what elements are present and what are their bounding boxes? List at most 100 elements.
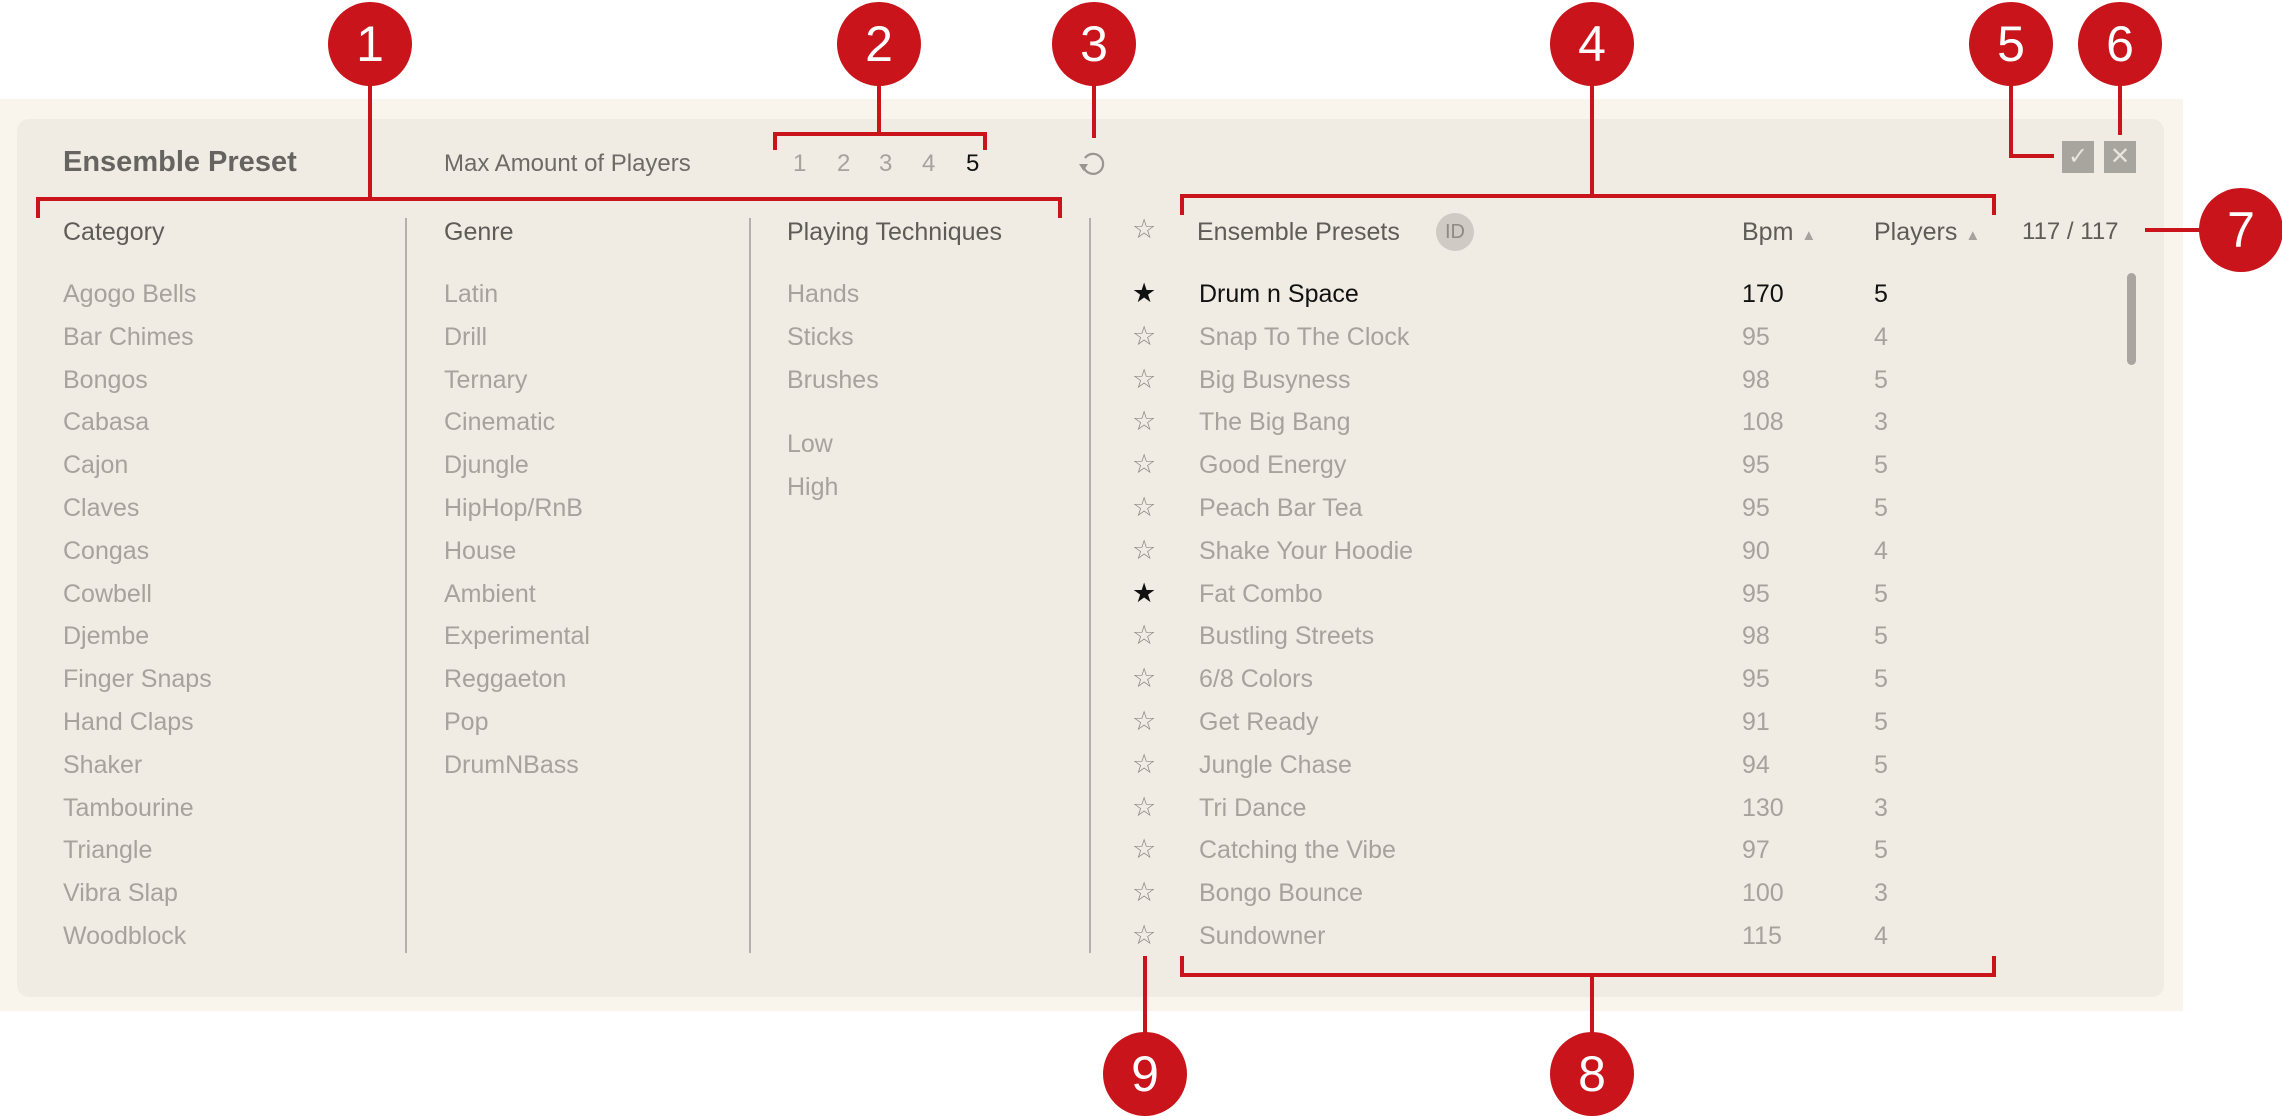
genre-item[interactable]: House <box>444 536 517 565</box>
preset-name[interactable]: Big Busyness <box>1199 365 1351 394</box>
player-count-option-5[interactable]: 5 <box>966 150 980 177</box>
preset-name[interactable]: Get Ready <box>1199 708 1319 736</box>
star-outline-icon[interactable]: ☆ <box>1132 920 1157 950</box>
preset-bpm: 108 <box>1742 408 1784 437</box>
star-outline-icon[interactable]: ☆ <box>1132 320 1157 351</box>
callout-line <box>2009 154 2054 158</box>
refresh-icon[interactable] <box>1076 148 1108 180</box>
scrollbar[interactable] <box>2127 273 2136 365</box>
star-filled-icon[interactable]: ★ <box>1132 577 1157 608</box>
genre-item[interactable]: Djungle <box>444 451 529 480</box>
category-item[interactable]: Finger Snaps <box>63 665 212 694</box>
genre-item[interactable]: Ambient <box>444 579 536 608</box>
category-item[interactable]: Triangle <box>63 836 153 865</box>
callout-line <box>773 132 987 136</box>
preset-players: 5 <box>1874 622 1888 651</box>
callout-line <box>36 197 40 218</box>
star-outline-icon[interactable]: ☆ <box>1132 748 1157 779</box>
callout-line <box>36 197 1062 201</box>
genre-header: Genre <box>444 218 514 246</box>
preset-name[interactable]: Tri Dance <box>1199 793 1307 822</box>
genre-item[interactable]: Pop <box>444 708 489 736</box>
playing-technique-item[interactable]: High <box>787 473 839 502</box>
players-header-label: Players <box>1874 218 1958 246</box>
confirm-button[interactable]: ✓ <box>2062 141 2094 173</box>
category-item[interactable]: Cabasa <box>63 408 150 437</box>
preset-name[interactable]: Shake Your Hoodie <box>1199 536 1414 565</box>
preset-bpm: 94 <box>1742 750 1770 779</box>
preset-players: 5 <box>1874 836 1888 865</box>
category-item[interactable]: Woodblock <box>63 922 187 950</box>
cancel-button[interactable]: ✕ <box>2104 141 2136 173</box>
playing-technique-item[interactable]: Hands <box>787 280 860 308</box>
playing-technique-item[interactable]: Brushes <box>787 365 879 394</box>
favorites-filter-star-icon[interactable]: ☆ <box>1132 214 1157 244</box>
category-item[interactable]: Claves <box>63 494 140 522</box>
callout-line <box>1590 44 1594 198</box>
category-item[interactable]: Bar Chimes <box>63 322 194 351</box>
preset-name[interactable]: Drum n Space <box>1199 280 1359 308</box>
category-item[interactable]: Tambourine <box>63 793 194 822</box>
star-outline-icon[interactable]: ☆ <box>1132 834 1157 865</box>
preset-players: 5 <box>1874 579 1888 608</box>
category-item[interactable]: Hand Claps <box>63 708 194 736</box>
players-sort-header[interactable]: Players ▲ <box>1874 218 1980 247</box>
preset-name[interactable]: Catching the Vibe <box>1199 836 1396 865</box>
star-outline-icon[interactable]: ☆ <box>1132 791 1157 822</box>
preset-name[interactable]: Bongo Bounce <box>1199 879 1364 908</box>
ensemble-presets-header[interactable]: Ensemble Presets <box>1197 218 1400 246</box>
player-count-option-2[interactable]: 2 <box>837 150 851 177</box>
preset-bpm: 100 <box>1742 879 1784 908</box>
callout-2: 2 <box>837 2 921 86</box>
preset-name[interactable]: Sundowner <box>1199 922 1326 950</box>
playing-techniques-header: Playing Techniques <box>787 218 1002 246</box>
preset-name[interactable]: Bustling Streets <box>1199 622 1375 651</box>
star-outline-icon[interactable]: ☆ <box>1132 492 1157 522</box>
preset-name[interactable]: The Big Bang <box>1199 408 1351 437</box>
bpm-sort-header[interactable]: Bpm ▲ <box>1742 218 1816 247</box>
star-outline-icon[interactable]: ☆ <box>1132 534 1157 565</box>
genre-item[interactable]: Cinematic <box>444 408 556 437</box>
category-item[interactable]: Bongos <box>63 365 148 394</box>
genre-item[interactable]: DrumNBass <box>444 750 579 779</box>
playing-technique-item[interactable]: Sticks <box>787 322 854 351</box>
genre-item[interactable]: Reggaeton <box>444 665 567 694</box>
preset-name[interactable]: Fat Combo <box>1199 579 1323 608</box>
star-outline-icon[interactable]: ☆ <box>1132 363 1157 394</box>
category-item[interactable]: Cajon <box>63 451 129 480</box>
category-item[interactable]: Shaker <box>63 750 143 779</box>
preset-name[interactable]: 6/8 Colors <box>1199 665 1313 694</box>
star-outline-icon[interactable]: ☆ <box>1132 406 1157 437</box>
genre-item[interactable]: Latin <box>444 280 499 308</box>
callout-line <box>877 44 881 136</box>
star-outline-icon[interactable]: ☆ <box>1132 877 1157 908</box>
id-badge[interactable]: ID <box>1436 213 1474 251</box>
player-count-option-3[interactable]: 3 <box>879 150 893 177</box>
star-outline-icon[interactable]: ☆ <box>1132 449 1157 480</box>
genre-item[interactable]: Ternary <box>444 365 528 394</box>
preset-name[interactable]: Jungle Chase <box>1199 750 1352 779</box>
genre-item[interactable]: Experimental <box>444 622 590 651</box>
preset-bpm: 98 <box>1742 622 1770 651</box>
preset-name[interactable]: Good Energy <box>1199 451 1347 480</box>
callout-line <box>368 44 372 199</box>
genre-item[interactable]: Drill <box>444 322 488 351</box>
preset-name[interactable]: Peach Bar Tea <box>1199 494 1363 522</box>
category-item[interactable]: Congas <box>63 536 150 565</box>
category-item[interactable]: Agogo Bells <box>63 280 197 308</box>
playing-technique-item[interactable]: Low <box>787 430 833 459</box>
triangle-up-icon: ▲ <box>1801 227 1817 244</box>
category-item[interactable]: Cowbell <box>63 579 152 608</box>
category-item[interactable]: Vibra Slap <box>63 879 178 908</box>
star-outline-icon[interactable]: ☆ <box>1132 663 1157 694</box>
max-players-label: Max Amount of Players <box>444 150 691 177</box>
genre-item[interactable]: HipHop/RnB <box>444 494 583 522</box>
star-outline-icon[interactable]: ☆ <box>1132 620 1157 651</box>
star-filled-icon[interactable]: ★ <box>1132 278 1157 308</box>
player-count-option-4[interactable]: 4 <box>922 150 936 177</box>
callout-line <box>773 132 777 150</box>
category-item[interactable]: Djembe <box>63 622 150 651</box>
player-count-option-1[interactable]: 1 <box>793 150 807 177</box>
star-outline-icon[interactable]: ☆ <box>1132 706 1157 736</box>
preset-name[interactable]: Snap To The Clock <box>1199 322 1410 351</box>
